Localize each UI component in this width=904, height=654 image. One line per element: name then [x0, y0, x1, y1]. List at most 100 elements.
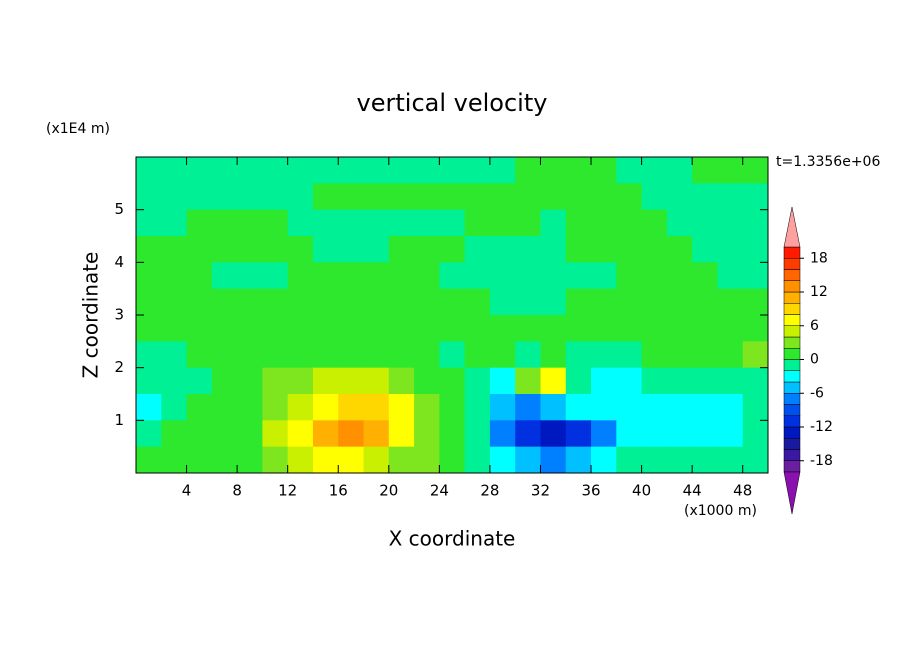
contour-cell: [186, 157, 213, 184]
contour-cell: [565, 394, 592, 421]
contour-cell: [439, 367, 466, 395]
contour-cell: [489, 288, 516, 316]
contour-cell: [591, 341, 617, 369]
contour-cell: [414, 341, 440, 369]
contour-cell: [312, 236, 339, 263]
contour-cell: [136, 446, 162, 474]
contour-cell: [439, 446, 466, 474]
contour-cell: [312, 288, 339, 316]
contour-cell: [540, 394, 567, 421]
contour-cell: [363, 446, 390, 474]
colorbar-tick-label: 12: [810, 284, 828, 300]
contour-cell: [262, 262, 289, 290]
contour-cell: [489, 446, 516, 474]
contour-cell: [287, 262, 314, 290]
contour-cell: [338, 209, 365, 237]
contour-cell: [717, 157, 744, 184]
contour-cell: [666, 420, 693, 448]
contour-cell: [414, 367, 440, 395]
contour-cell: [616, 394, 643, 421]
x-tick-label: 48: [733, 482, 752, 500]
contour-cell: [515, 420, 541, 448]
contour-cell: [388, 446, 415, 474]
contour-cell: [515, 183, 541, 211]
contour-cell: [742, 157, 769, 184]
colorbar-extend-under: [783, 471, 801, 515]
contour-cell: [692, 341, 718, 369]
contour-cell: [540, 341, 567, 369]
contour-cell: [287, 341, 314, 369]
contour-cell: [717, 288, 744, 316]
contour-cell: [717, 446, 744, 474]
contour-cell: [641, 315, 668, 342]
contour-cell: [464, 183, 491, 211]
x-tick-label: 24: [430, 482, 449, 500]
contour-cell: [211, 394, 238, 421]
contour-cell: [312, 446, 339, 474]
contour-cell: [211, 315, 238, 342]
colorbar-tick-label: 0: [810, 352, 819, 368]
colorbar-band: [783, 415, 801, 428]
contour-cell: [742, 394, 769, 421]
contour-cell: [692, 236, 718, 263]
contour-cell: [641, 183, 668, 211]
contour-cell: [338, 183, 365, 211]
contour-cell: [211, 341, 238, 369]
contour-cell: [565, 288, 592, 316]
contour-cell: [616, 315, 643, 342]
contour-cell: [489, 236, 516, 263]
colorbar-band: [783, 246, 801, 259]
contour-cell: [515, 262, 541, 290]
contour-cell: [211, 236, 238, 263]
contour-cell: [262, 209, 289, 237]
colorbar-band: [783, 348, 801, 360]
contour-cell: [464, 446, 491, 474]
contour-cell: [641, 446, 668, 474]
contour-cell: [717, 209, 744, 237]
x-tick-label: 32: [531, 482, 550, 500]
contour-cell: [616, 420, 643, 448]
contour-cell: [186, 367, 213, 395]
contour-cell: [312, 420, 339, 448]
contour-cell: [641, 341, 668, 369]
colorbar-band: [783, 280, 801, 293]
contour-cell: [591, 236, 617, 263]
contour-cell: [666, 183, 693, 211]
contour-cell: [641, 367, 668, 395]
colorbar-tick-label: 18: [810, 250, 828, 266]
colorbar-tick-label: 6: [810, 318, 819, 334]
contour-cell: [742, 367, 769, 395]
contour-cell: [262, 157, 289, 184]
x-tick-label: 12: [278, 482, 297, 500]
colorbar-band: [783, 370, 801, 383]
colorbar-band: [783, 303, 801, 315]
contour-cell: [692, 157, 718, 184]
contour-cell: [565, 209, 592, 237]
contour-cell: [515, 236, 541, 263]
contour-cell: [565, 367, 592, 395]
contour-cell: [666, 394, 693, 421]
contour-cell: [717, 394, 744, 421]
contour-cell: [312, 341, 339, 369]
contour-cell: [414, 183, 440, 211]
contour-cell: [591, 288, 617, 316]
x-tick-label: 8: [232, 482, 242, 500]
contour-cell: [388, 236, 415, 263]
contour-cell: [136, 394, 162, 421]
contour-cell: [616, 209, 643, 237]
contour-cell: [641, 236, 668, 263]
contour-cell: [717, 236, 744, 263]
contour-cell: [262, 236, 289, 263]
contour-cell: [161, 288, 188, 316]
contour-cell: [414, 209, 440, 237]
contour-cell: [464, 394, 491, 421]
contour-cell: [540, 315, 567, 342]
contour-cell: [464, 157, 491, 184]
contour-cell: [540, 157, 567, 184]
x-tick-label: 28: [480, 482, 499, 500]
contour-cell: [489, 394, 516, 421]
contour-cell: [186, 315, 213, 342]
contour-cell: [717, 420, 744, 448]
contour-cell: [616, 236, 643, 263]
contour-cell: [312, 394, 339, 421]
